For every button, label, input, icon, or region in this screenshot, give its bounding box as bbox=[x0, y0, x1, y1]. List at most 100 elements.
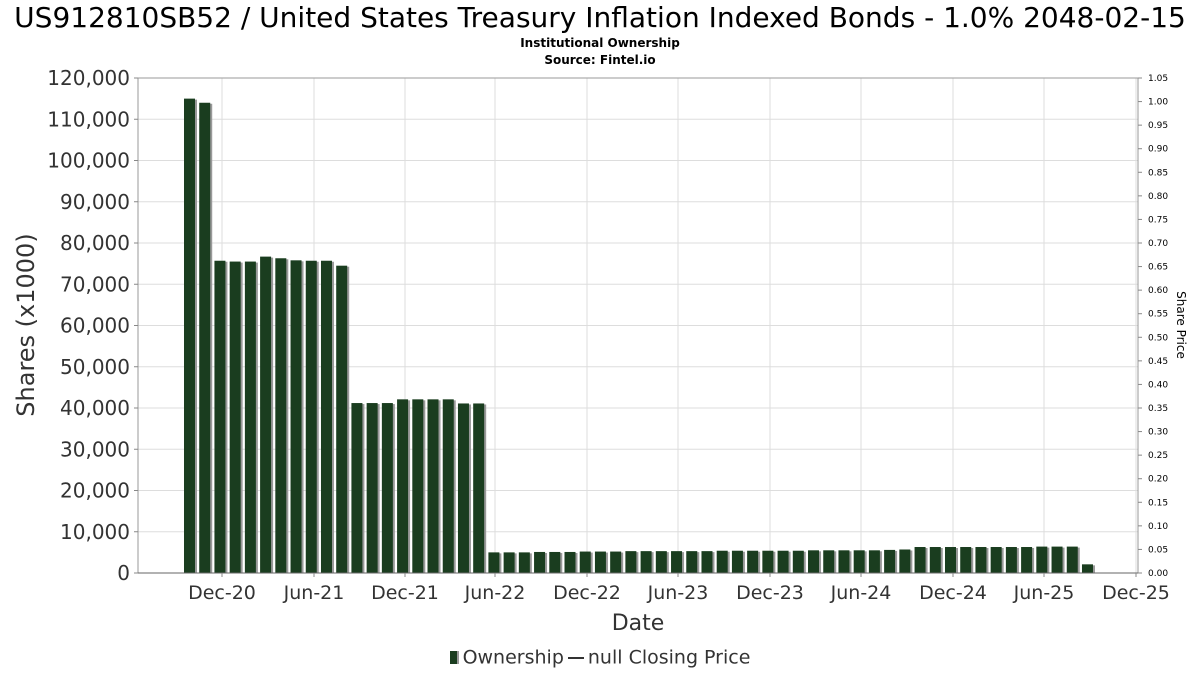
y2-tick-label: 0.20 bbox=[1148, 475, 1168, 485]
bar bbox=[838, 550, 850, 573]
y-tick-label: 110,000 bbox=[47, 107, 130, 131]
bar bbox=[1051, 546, 1063, 573]
y-tick-label: 80,000 bbox=[60, 231, 130, 255]
bar bbox=[853, 550, 865, 573]
y2-tick-label: 0.90 bbox=[1148, 145, 1168, 155]
x-tick-label: Jun-22 bbox=[464, 582, 526, 604]
bar bbox=[929, 547, 941, 573]
y2-tick-label: 0.05 bbox=[1148, 545, 1168, 555]
bar bbox=[184, 98, 195, 573]
bar bbox=[945, 547, 956, 573]
bar bbox=[336, 265, 348, 573]
y2-tick-label: 0.85 bbox=[1148, 168, 1168, 178]
bar bbox=[412, 399, 424, 573]
bar bbox=[747, 550, 759, 573]
x-axis-ticks: Dec-20 Jun-21 Dec-21 Jun-22 Dec-22 Jun-23 Dec-… bbox=[188, 573, 1170, 604]
y2-tick-label: 0.30 bbox=[1148, 428, 1168, 438]
bar bbox=[1036, 546, 1048, 573]
x-tick-label: Jun-23 bbox=[647, 582, 709, 604]
bar bbox=[868, 550, 880, 573]
bar bbox=[473, 403, 485, 573]
bar bbox=[777, 550, 789, 573]
chart-source: Source: Fintel.io bbox=[544, 53, 656, 67]
bar bbox=[914, 547, 926, 573]
bar bbox=[899, 549, 911, 573]
y2-tick-label: 0.00 bbox=[1148, 569, 1168, 579]
bar bbox=[503, 552, 515, 573]
bar bbox=[625, 551, 637, 573]
bar bbox=[975, 547, 987, 573]
y-tick-label: 10,000 bbox=[60, 520, 130, 544]
bar bbox=[290, 260, 302, 573]
bar-series bbox=[184, 98, 1095, 573]
y2-tick-label: 0.65 bbox=[1148, 263, 1168, 273]
bar bbox=[640, 551, 652, 573]
bar bbox=[229, 261, 241, 573]
bar bbox=[457, 403, 469, 573]
y-tick-label: 70,000 bbox=[60, 272, 130, 296]
y-tick-label: 30,000 bbox=[60, 437, 130, 461]
bar bbox=[397, 399, 409, 573]
y2-tick-label: 0.35 bbox=[1148, 404, 1168, 414]
bar bbox=[564, 551, 576, 573]
y2-tick-label: 0.40 bbox=[1148, 380, 1168, 390]
y2-tick-label: 0.95 bbox=[1148, 121, 1168, 131]
y-tick-label: 120,000 bbox=[47, 66, 130, 90]
bar bbox=[534, 551, 546, 573]
bar bbox=[808, 550, 820, 573]
bar bbox=[579, 551, 591, 573]
y2-tick-label: 0.80 bbox=[1148, 192, 1168, 202]
chart-subtitle: Institutional Ownership bbox=[520, 36, 680, 50]
y-tick-label: 100,000 bbox=[47, 149, 130, 173]
y2-tick-label: 1.00 bbox=[1148, 98, 1168, 108]
bar bbox=[1021, 547, 1033, 573]
legend-closing-price: null Closing Price bbox=[587, 646, 751, 669]
bar bbox=[260, 256, 272, 573]
bar bbox=[381, 403, 393, 573]
x-tick-label: Dec-24 bbox=[919, 582, 987, 604]
bar bbox=[1005, 547, 1017, 573]
y-tick-label: 40,000 bbox=[60, 396, 130, 420]
bar bbox=[716, 550, 728, 573]
bar bbox=[275, 258, 287, 573]
y-axis-label: Shares (x1000) bbox=[12, 233, 40, 416]
bar bbox=[199, 102, 211, 573]
y2-tick-label: 0.70 bbox=[1148, 239, 1168, 249]
bar bbox=[655, 551, 667, 573]
y-tick-label: 0 bbox=[117, 561, 130, 585]
bar bbox=[701, 551, 713, 573]
y2-tick-label: 0.25 bbox=[1148, 451, 1168, 461]
x-tick-label: Dec-25 bbox=[1102, 582, 1170, 604]
bar bbox=[442, 399, 454, 573]
bar bbox=[518, 552, 530, 573]
chart-title: US912810SB52 / United States Treasury In… bbox=[14, 1, 1186, 34]
x-tick-label: Dec-20 bbox=[188, 582, 256, 604]
y-tick-label: 90,000 bbox=[60, 190, 130, 214]
bar bbox=[549, 551, 561, 573]
legend-ownership: Ownership bbox=[462, 646, 564, 669]
bar bbox=[1066, 546, 1078, 573]
y-tick-label: 20,000 bbox=[60, 479, 130, 503]
y2-tick-label: 0.50 bbox=[1148, 333, 1168, 343]
y-axis-ticks: 0 10,000 20,000 30,000 40,000 50,000 60,000 70,… bbox=[47, 66, 138, 585]
x-tick-label: Dec-21 bbox=[371, 582, 439, 604]
bar bbox=[366, 403, 378, 573]
bar bbox=[214, 260, 226, 573]
bar bbox=[351, 403, 363, 573]
y2-tick-label: 0.15 bbox=[1148, 498, 1168, 508]
bar bbox=[686, 551, 698, 573]
x-axis-label: Date bbox=[612, 611, 665, 636]
y2-axis-ticks: 0.00 0.05 0.10 0.15 0.20 0.25 0.30 0.35 0.40 0.45… bbox=[1138, 74, 1168, 579]
y2-tick-label: 0.75 bbox=[1148, 215, 1168, 225]
bar bbox=[1081, 564, 1093, 573]
y2-tick-label: 0.55 bbox=[1148, 310, 1168, 320]
bar bbox=[731, 550, 743, 573]
y2-axis-label: Share Price bbox=[1174, 291, 1188, 359]
bar bbox=[610, 551, 622, 573]
x-tick-label: Dec-23 bbox=[736, 582, 804, 604]
bar bbox=[823, 550, 835, 573]
y2-tick-label: 0.45 bbox=[1148, 357, 1168, 367]
legend-line-swatch bbox=[567, 656, 584, 659]
bar bbox=[792, 550, 804, 573]
